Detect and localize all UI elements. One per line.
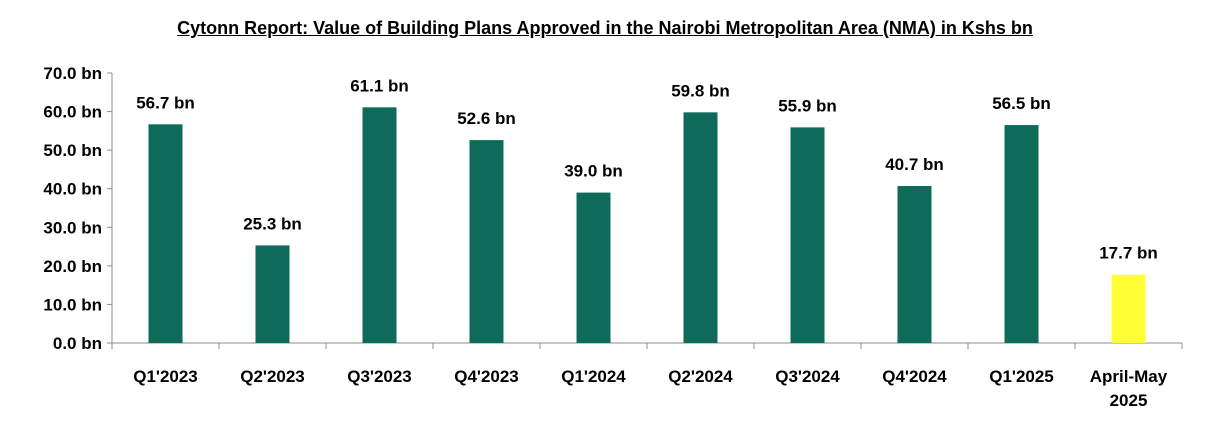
y-tick-label: 30.0 bn bbox=[43, 218, 102, 237]
bar bbox=[362, 107, 397, 343]
data-label: 56.5 bn bbox=[992, 94, 1051, 113]
data-label: 40.7 bn bbox=[885, 155, 944, 174]
y-tick-label: 40.0 bn bbox=[43, 180, 102, 199]
x-category-label: Q4'2023 bbox=[454, 367, 519, 386]
data-label: 52.6 bn bbox=[457, 109, 516, 128]
bar bbox=[469, 140, 504, 343]
x-category-label: Q1'2024 bbox=[561, 367, 626, 386]
x-category-label: Q1'2023 bbox=[133, 367, 198, 386]
y-tick-label: 10.0 bn bbox=[43, 295, 102, 314]
bar bbox=[683, 112, 718, 343]
data-label: 59.8 bn bbox=[671, 81, 730, 100]
bar bbox=[576, 192, 611, 343]
chart-title: Cytonn Report: Value of Building Plans A… bbox=[177, 18, 1033, 38]
data-label: 39.0 bn bbox=[564, 162, 623, 181]
data-label: 56.7 bn bbox=[136, 93, 195, 112]
x-category-label: Q3'2024 bbox=[775, 367, 840, 386]
y-tick-label: 70.0 bn bbox=[43, 64, 102, 83]
data-label: 55.9 bn bbox=[778, 96, 837, 115]
y-tick-label: 20.0 bn bbox=[43, 257, 102, 276]
x-category-label: Q2'2024 bbox=[668, 367, 733, 386]
data-label: 25.3 bn bbox=[243, 214, 302, 233]
x-category-label: Q3'2023 bbox=[347, 367, 412, 386]
y-tick-label: 50.0 bn bbox=[43, 141, 102, 160]
x-category-label: Q2'2023 bbox=[240, 367, 305, 386]
bar bbox=[1004, 125, 1039, 343]
y-tick-label: 0.0 bn bbox=[53, 334, 102, 353]
data-label: 61.1 bn bbox=[350, 76, 409, 95]
x-category-label: Q4'2024 bbox=[882, 367, 947, 386]
x-category-label: 2025 bbox=[1110, 391, 1148, 410]
data-label: 17.7 bn bbox=[1099, 244, 1158, 263]
x-category-label: Q1'2025 bbox=[989, 367, 1054, 386]
bar bbox=[1111, 274, 1146, 343]
y-tick-label: 60.0 bn bbox=[43, 103, 102, 122]
bar bbox=[790, 127, 825, 343]
bar bbox=[255, 245, 290, 343]
x-category-label: April-May bbox=[1090, 367, 1168, 386]
bar bbox=[148, 124, 183, 343]
bar bbox=[897, 186, 932, 343]
